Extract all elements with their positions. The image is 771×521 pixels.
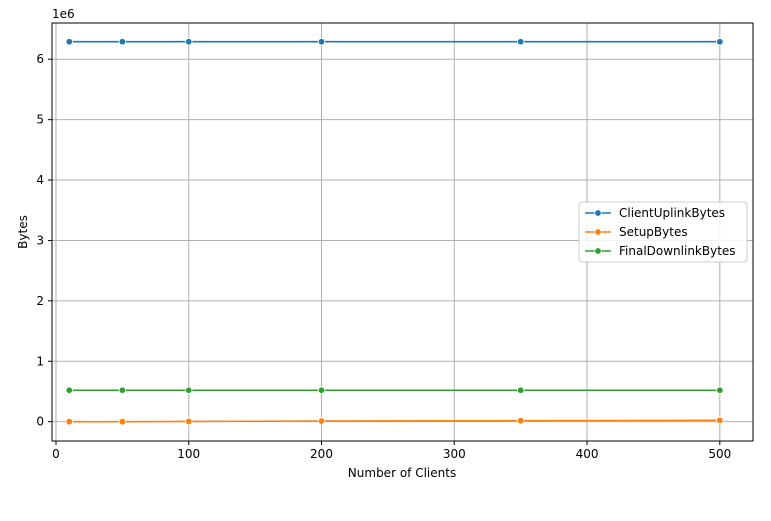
- data-point-clientuplinkbytes: [65, 38, 73, 46]
- x-tick-label: 300: [443, 447, 466, 461]
- data-point-clientuplinkbytes: [185, 38, 193, 46]
- legend-marker-setupbytes: [594, 228, 602, 236]
- legend-marker-clientuplinkbytes: [594, 209, 602, 217]
- legend-box: [578, 201, 748, 263]
- data-point-finaldownlinkbytes: [516, 386, 525, 394]
- y-tick-label: 6: [36, 52, 44, 66]
- x-tick-label: 200: [310, 447, 333, 461]
- data-point-clientuplinkbytes: [716, 38, 724, 46]
- data-point-finaldownlinkbytes: [317, 386, 326, 394]
- legend: ClientUplinkBytes SetupBytes FinalDownlink…: [578, 201, 748, 263]
- data-point-setupbytes: [185, 417, 193, 426]
- data-point-clientuplinkbytes: [118, 38, 127, 46]
- x-axis: 0 100 200 300 400 500: [52, 441, 731, 461]
- x-tick-label: 0: [52, 447, 60, 461]
- y-tick-label: 0: [36, 415, 44, 429]
- plot-frame: [51, 22, 754, 442]
- y-axis-label: Bytes: [16, 215, 30, 249]
- x-tick-label: 500: [708, 447, 731, 461]
- legend-marker-finaldownlinkbytes: [594, 247, 602, 255]
- y-axis: 0 1 2 3 4 5 6: [36, 52, 52, 429]
- y-tick-label: 3: [36, 233, 44, 247]
- data-point-finaldownlinkbytes: [185, 386, 193, 394]
- series-layer: [65, 38, 724, 426]
- data-point-clientuplinkbytes: [317, 38, 326, 46]
- data-point-setupbytes: [516, 417, 525, 425]
- x-tick-label: 400: [576, 447, 599, 461]
- legend-label-setupbytes: SetupBytes: [619, 225, 688, 239]
- y-offset-label: 1e6: [52, 7, 75, 21]
- series-line-setupbytes: [69, 419, 720, 423]
- y-tick-label: 5: [36, 113, 44, 127]
- data-point-setupbytes: [317, 417, 326, 425]
- data-point-clientuplinkbytes: [516, 38, 525, 46]
- data-point-setupbytes: [716, 416, 724, 425]
- legend-label-clientuplinkbytes: ClientUplinkBytes: [619, 206, 725, 220]
- data-point-finaldownlinkbytes: [118, 386, 127, 394]
- x-tick-label: 100: [177, 447, 200, 461]
- y-tick-label: 4: [36, 173, 44, 187]
- data-point-finaldownlinkbytes: [65, 386, 73, 394]
- data-point-setupbytes: [118, 417, 127, 426]
- y-tick-label: 1: [36, 354, 44, 368]
- y-tick-label: 2: [36, 294, 44, 308]
- x-axis-label: Number of Clients: [348, 466, 456, 480]
- data-point-setupbytes: [65, 417, 73, 426]
- legend-label-finaldownlinkbytes: FinalDownlinkBytes: [619, 244, 736, 258]
- data-point-finaldownlinkbytes: [716, 386, 724, 394]
